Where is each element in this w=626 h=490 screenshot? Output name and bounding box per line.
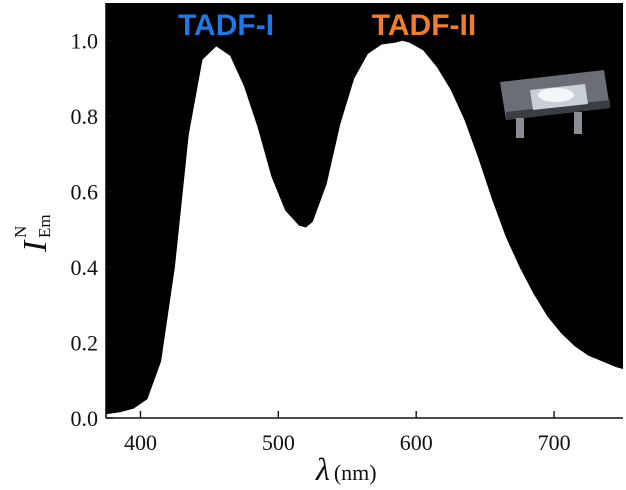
x-axis-unit: (nm) — [334, 460, 377, 485]
y-tick-label: 1.0 — [71, 29, 99, 54]
y-tick-label: 0.4 — [71, 255, 99, 280]
device-photo — [500, 70, 610, 138]
peak-label-tadf-2: TADF-II — [372, 9, 476, 42]
y-axis-title-sup: N — [11, 226, 30, 238]
y-axis-ticks: 0.0 0.2 0.4 0.6 0.8 1.0 — [71, 29, 113, 431]
x-axis-symbol: λ — [315, 451, 330, 487]
x-tick-label: 700 — [538, 430, 571, 455]
y-axis-title-sub: Em — [35, 214, 54, 238]
x-axis-ticks: 400 500 600 700 — [124, 411, 571, 455]
peak-label-tadf-1: TADF-I — [178, 9, 274, 42]
y-tick-label: 0.8 — [71, 104, 99, 129]
y-tick-label: 0.0 — [71, 406, 99, 431]
y-axis-title: I N Em — [11, 214, 54, 253]
y-tick-label: 0.2 — [71, 331, 99, 356]
y-tick-label: 0.6 — [71, 180, 99, 205]
x-tick-label: 400 — [124, 430, 157, 455]
emission-area — [106, 40, 623, 418]
y-axis-title-main: I — [17, 239, 54, 253]
x-tick-label: 500 — [262, 430, 295, 455]
x-tick-label: 600 — [400, 430, 433, 455]
x-axis-title: λ (nm) — [315, 451, 377, 487]
